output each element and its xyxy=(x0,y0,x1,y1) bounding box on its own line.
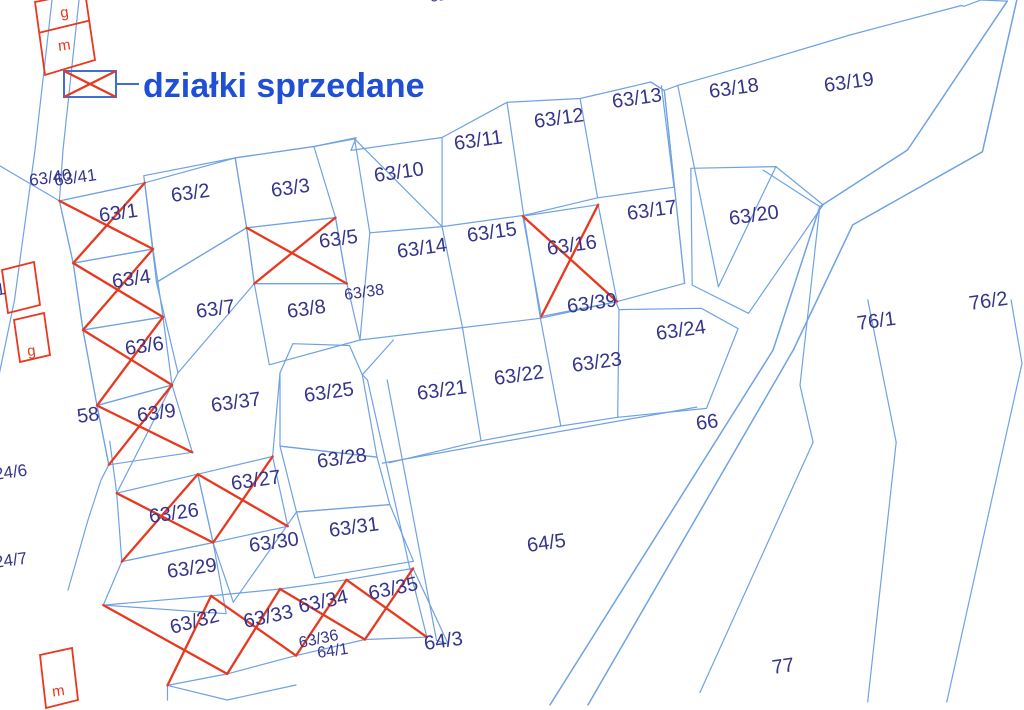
svg-text:77: 77 xyxy=(771,654,796,679)
svg-text:58: 58 xyxy=(76,403,101,428)
svg-text:działki sprzedane: działki sprzedane xyxy=(143,67,425,105)
svg-text:m: m xyxy=(51,682,66,701)
svg-text:m: m xyxy=(57,36,72,55)
svg-text:66: 66 xyxy=(695,410,720,435)
